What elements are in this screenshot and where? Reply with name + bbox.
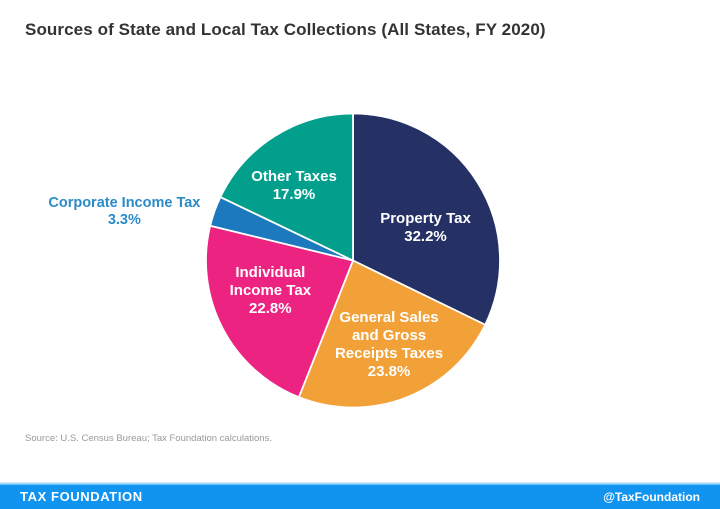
- source-note: Source: U.S. Census Bureau; Tax Foundati…: [25, 433, 272, 444]
- pie-slice-other-taxes: [219, 112, 354, 262]
- footer-brand: TAX FOUNDATION: [20, 489, 143, 504]
- pie-slice-general-sales-and-gross-receipts-taxes: [298, 259, 487, 409]
- footer-bar: TAX FOUNDATION @TaxFoundation: [0, 482, 720, 509]
- pie-slice-individual-income-tax: [205, 224, 354, 399]
- footer-twitter-handle: @TaxFoundation: [603, 489, 700, 504]
- chart-title: Sources of State and Local Tax Collectio…: [25, 20, 546, 39]
- pie-slice-property-tax: [352, 112, 501, 326]
